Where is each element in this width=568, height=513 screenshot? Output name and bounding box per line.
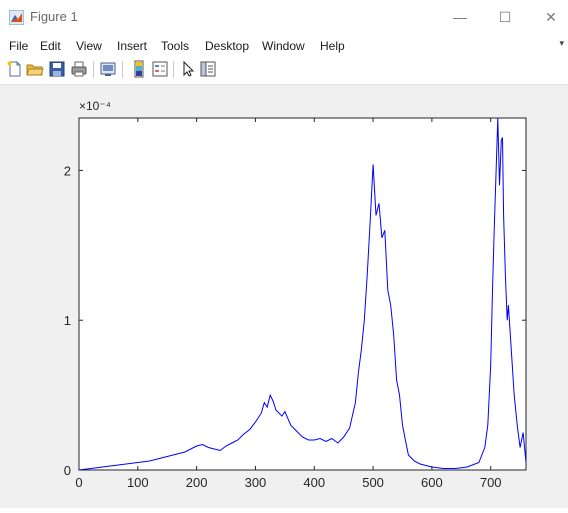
save-icon[interactable] [48, 60, 66, 78]
y-tick-label: 2 [64, 163, 71, 178]
figure-canvas[interactable]: 0 100 200 300 400 500 600 700 0 1 2 ×10⁻⁴ [0, 85, 568, 508]
x-tick-label: 400 [303, 475, 325, 490]
new-figure-icon[interactable] [6, 60, 24, 78]
menu-file[interactable]: File [9, 39, 29, 53]
menu-insert[interactable]: Insert [117, 39, 148, 53]
x-tick-label: 100 [127, 475, 149, 490]
maximize-button[interactable]: ☐ [498, 9, 512, 25]
link-plot-icon[interactable] [99, 60, 117, 78]
x-tick-label: 600 [421, 475, 443, 490]
menu-overflow-icon[interactable]: ▾ [559, 38, 564, 48]
insert-legend-icon[interactable] [151, 60, 169, 78]
window-titlebar[interactable]: Figure 1 — ☐ ✕ [0, 0, 568, 36]
data-series-line[interactable] [78, 117, 527, 471]
x-tick-label: 0 [75, 475, 82, 490]
menu-tools[interactable]: Tools [161, 39, 190, 53]
edit-plot-arrow-icon[interactable] [179, 60, 197, 78]
property-inspector-icon[interactable] [199, 60, 217, 78]
y-axis-exponent-label: ×10⁻⁴ [79, 99, 111, 113]
print-icon[interactable] [70, 60, 88, 78]
minimize-button[interactable]: — [453, 9, 467, 25]
open-file-icon[interactable] [26, 60, 44, 78]
y-tick-label: 0 [64, 463, 71, 478]
menu-view[interactable]: View [76, 39, 102, 53]
x-tick-label: 500 [362, 475, 384, 490]
toolbar-separator [93, 61, 94, 78]
matlab-logo-icon [9, 10, 24, 25]
menu-edit[interactable]: Edit [40, 39, 61, 53]
x-tick-label: 300 [245, 475, 267, 490]
toolbar-separator [173, 61, 174, 78]
plot-area[interactable] [78, 117, 527, 471]
toolbar-separator [122, 61, 123, 78]
line-chart[interactable]: 0 100 200 300 400 500 600 700 0 1 2 ×10⁻⁴ [0, 85, 568, 508]
x-tick-label: 200 [186, 475, 208, 490]
menu-help[interactable]: Help [320, 39, 345, 53]
menu-desktop[interactable]: Desktop [205, 39, 250, 53]
menu-bar: File Edit View Insert Tools Desktop Wind… [0, 36, 568, 56]
close-button[interactable]: ✕ [545, 9, 557, 25]
menu-window[interactable]: Window [262, 39, 305, 53]
figure-toolbar [0, 56, 568, 85]
window-title: Figure 1 [30, 9, 78, 24]
y-tick-label: 1 [64, 313, 71, 328]
x-tick-label: 700 [480, 475, 502, 490]
insert-colorbar-icon[interactable] [130, 60, 148, 78]
